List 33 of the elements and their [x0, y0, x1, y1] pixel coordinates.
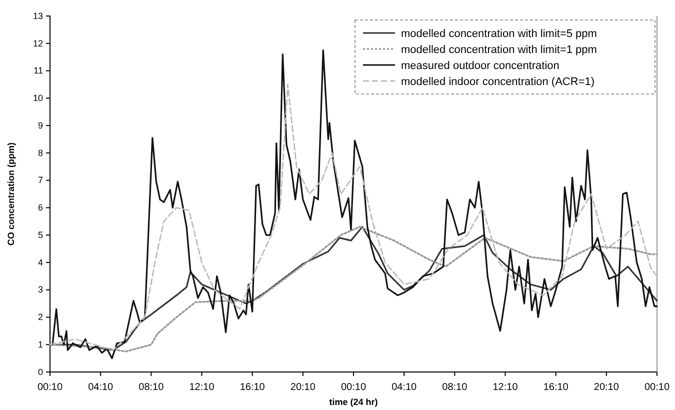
x-tick-label: 20:10 — [594, 382, 620, 393]
x-tick-label: 00:10 — [37, 382, 63, 393]
x-tick-label: 04:10 — [392, 382, 418, 393]
y-tick-label: 0 — [38, 366, 43, 377]
x-tick-label: 00:10 — [340, 382, 366, 393]
y-tick-label: 6 — [38, 202, 43, 213]
legend-label: modelled concentration with limit=5 ppm — [401, 28, 597, 40]
y-tick-label: 9 — [38, 120, 43, 130]
x-tick-label: 08:10 — [138, 382, 164, 393]
y-tick-label: 13 — [32, 10, 43, 21]
y-tick-label: 4 — [38, 257, 43, 268]
y-axis-title: CO concentration (ppm) — [6, 142, 16, 246]
y-tick-label: 11 — [34, 66, 43, 76]
y-tick-label: 1 — [38, 339, 43, 350]
y-tick-label: 3 — [38, 284, 43, 295]
y-tick-label: 10 — [32, 93, 43, 104]
x-tick-label: 16:10 — [543, 382, 569, 393]
y-tick-label: 7 — [38, 175, 43, 186]
x-axis-title: time (24 hr) — [329, 397, 378, 407]
x-tick-label: 08:10 — [442, 382, 468, 393]
y-tick-label: 5 — [38, 230, 43, 240]
legend-label: modelled concentration with limit=1 ppm — [401, 44, 597, 56]
x-tick-label: 04:10 — [88, 382, 114, 393]
x-tick-label: 00:10 — [644, 382, 670, 393]
y-tick-label: 8 — [38, 148, 43, 158]
x-tick-label: 16:10 — [240, 382, 266, 393]
x-tick-label: 12:10 — [492, 382, 518, 393]
legend-label: modelled indoor concentration (ACR=1) — [401, 76, 595, 88]
y-tick-label: 12 — [32, 38, 43, 48]
x-tick-label: 20:10 — [290, 382, 316, 393]
legend-label: measured outdoor concentration — [401, 60, 560, 72]
x-tick-label: 12:10 — [189, 382, 215, 393]
y-tick-label: 2 — [38, 312, 43, 322]
